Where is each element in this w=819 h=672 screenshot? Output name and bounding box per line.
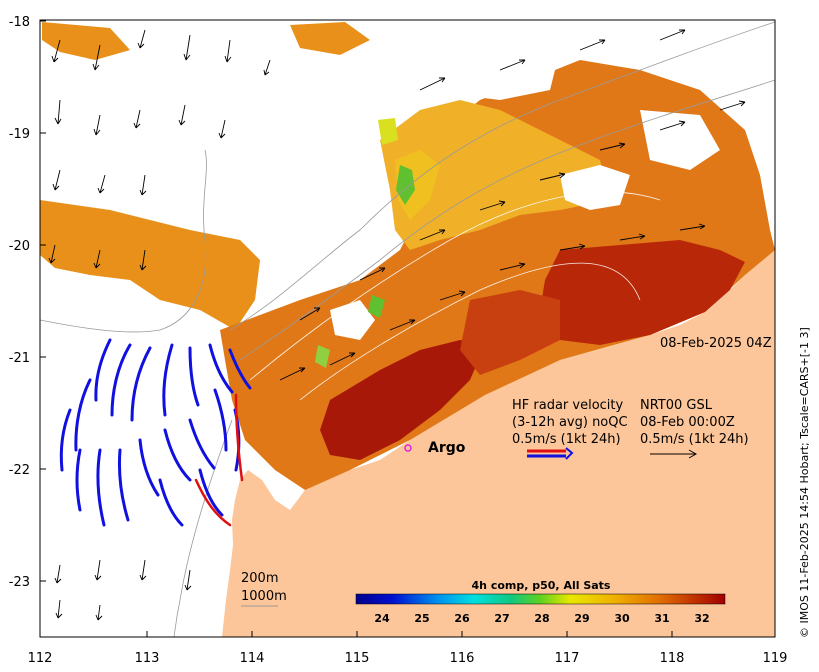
colorbar-tick: 27: [494, 612, 509, 625]
colorbar-tick: 28: [534, 612, 549, 625]
y-tick-label: -22: [9, 463, 30, 478]
model-scale: 0.5m/s (1kt 24h): [640, 432, 749, 447]
hf-radar-averaging: (3-12h avg) noQC: [512, 415, 628, 430]
colorbar: 4h comp, p50, All Sats 24 25 26 27 28 29…: [355, 579, 726, 625]
x-tick-label: 116: [450, 651, 475, 666]
colorbar-title: 4h comp, p50, All Sats: [472, 579, 611, 592]
model-current-arrows: [48, 29, 746, 621]
isobath-1000-label: 1000m: [241, 589, 287, 604]
y-tick-label: -18: [9, 15, 30, 30]
y-axis: -18 -19 -20 -21 -22 -23: [9, 15, 46, 590]
x-tick-label: 117: [555, 651, 580, 666]
colorbar-tick: 29: [574, 612, 589, 625]
x-tick-label: 118: [660, 651, 685, 666]
x-tick-label: 119: [763, 651, 788, 666]
x-tick-label: 114: [240, 651, 265, 666]
colorbar-tick: 31: [654, 612, 669, 625]
hf-radar-scale: 0.5m/s (1kt 24h): [512, 432, 621, 447]
x-tick-label: 112: [28, 651, 53, 666]
sst-overlay: [40, 22, 775, 490]
argo-label: Argo: [428, 440, 466, 456]
x-tick-label: 115: [345, 651, 370, 666]
x-axis: 112 113 114 115 116 117 118 119: [28, 631, 788, 666]
y-tick-label: -19: [9, 127, 30, 142]
colorbar-gradient: [355, 593, 726, 605]
hf-scale-arrow: [527, 447, 574, 460]
timestamp-label: 08-Feb-2025 04Z: [660, 336, 772, 351]
bathymetry-contours: [40, 21, 775, 637]
colorbar-tick: 30: [614, 612, 630, 625]
model-title: NRT00 GSL: [640, 398, 713, 413]
colorbar-tick: 26: [454, 612, 470, 625]
y-tick-label: -20: [9, 239, 30, 254]
y-tick-label: -21: [9, 351, 30, 366]
velocity-legend: HF radar velocity (3-12h avg) noQC 0.5m/…: [512, 398, 749, 460]
hf-radar-arrows: [59, 338, 252, 527]
colorbar-tick: 25: [414, 612, 429, 625]
isobath-200-label: 200m: [241, 571, 278, 586]
x-tick-label: 113: [135, 651, 160, 666]
credit-text: © IMOS 11-Feb-2025 14:54 Hobart; Tscale=…: [798, 327, 811, 638]
drifter-tracks: [194, 393, 244, 527]
argo-float-marker: [404, 444, 412, 452]
y-tick-label: -23: [9, 575, 30, 590]
land-mass: [222, 250, 775, 637]
colorbar-tick: 32: [694, 612, 709, 625]
model-time: 08-Feb 00:00Z: [640, 415, 735, 430]
isobath-lines-white: [249, 54, 661, 401]
colorbar-tick: 24: [374, 612, 390, 625]
model-scale-arrow: [650, 449, 698, 459]
plot-frame: [39, 19, 776, 638]
hf-radar-title: HF radar velocity: [512, 398, 624, 413]
